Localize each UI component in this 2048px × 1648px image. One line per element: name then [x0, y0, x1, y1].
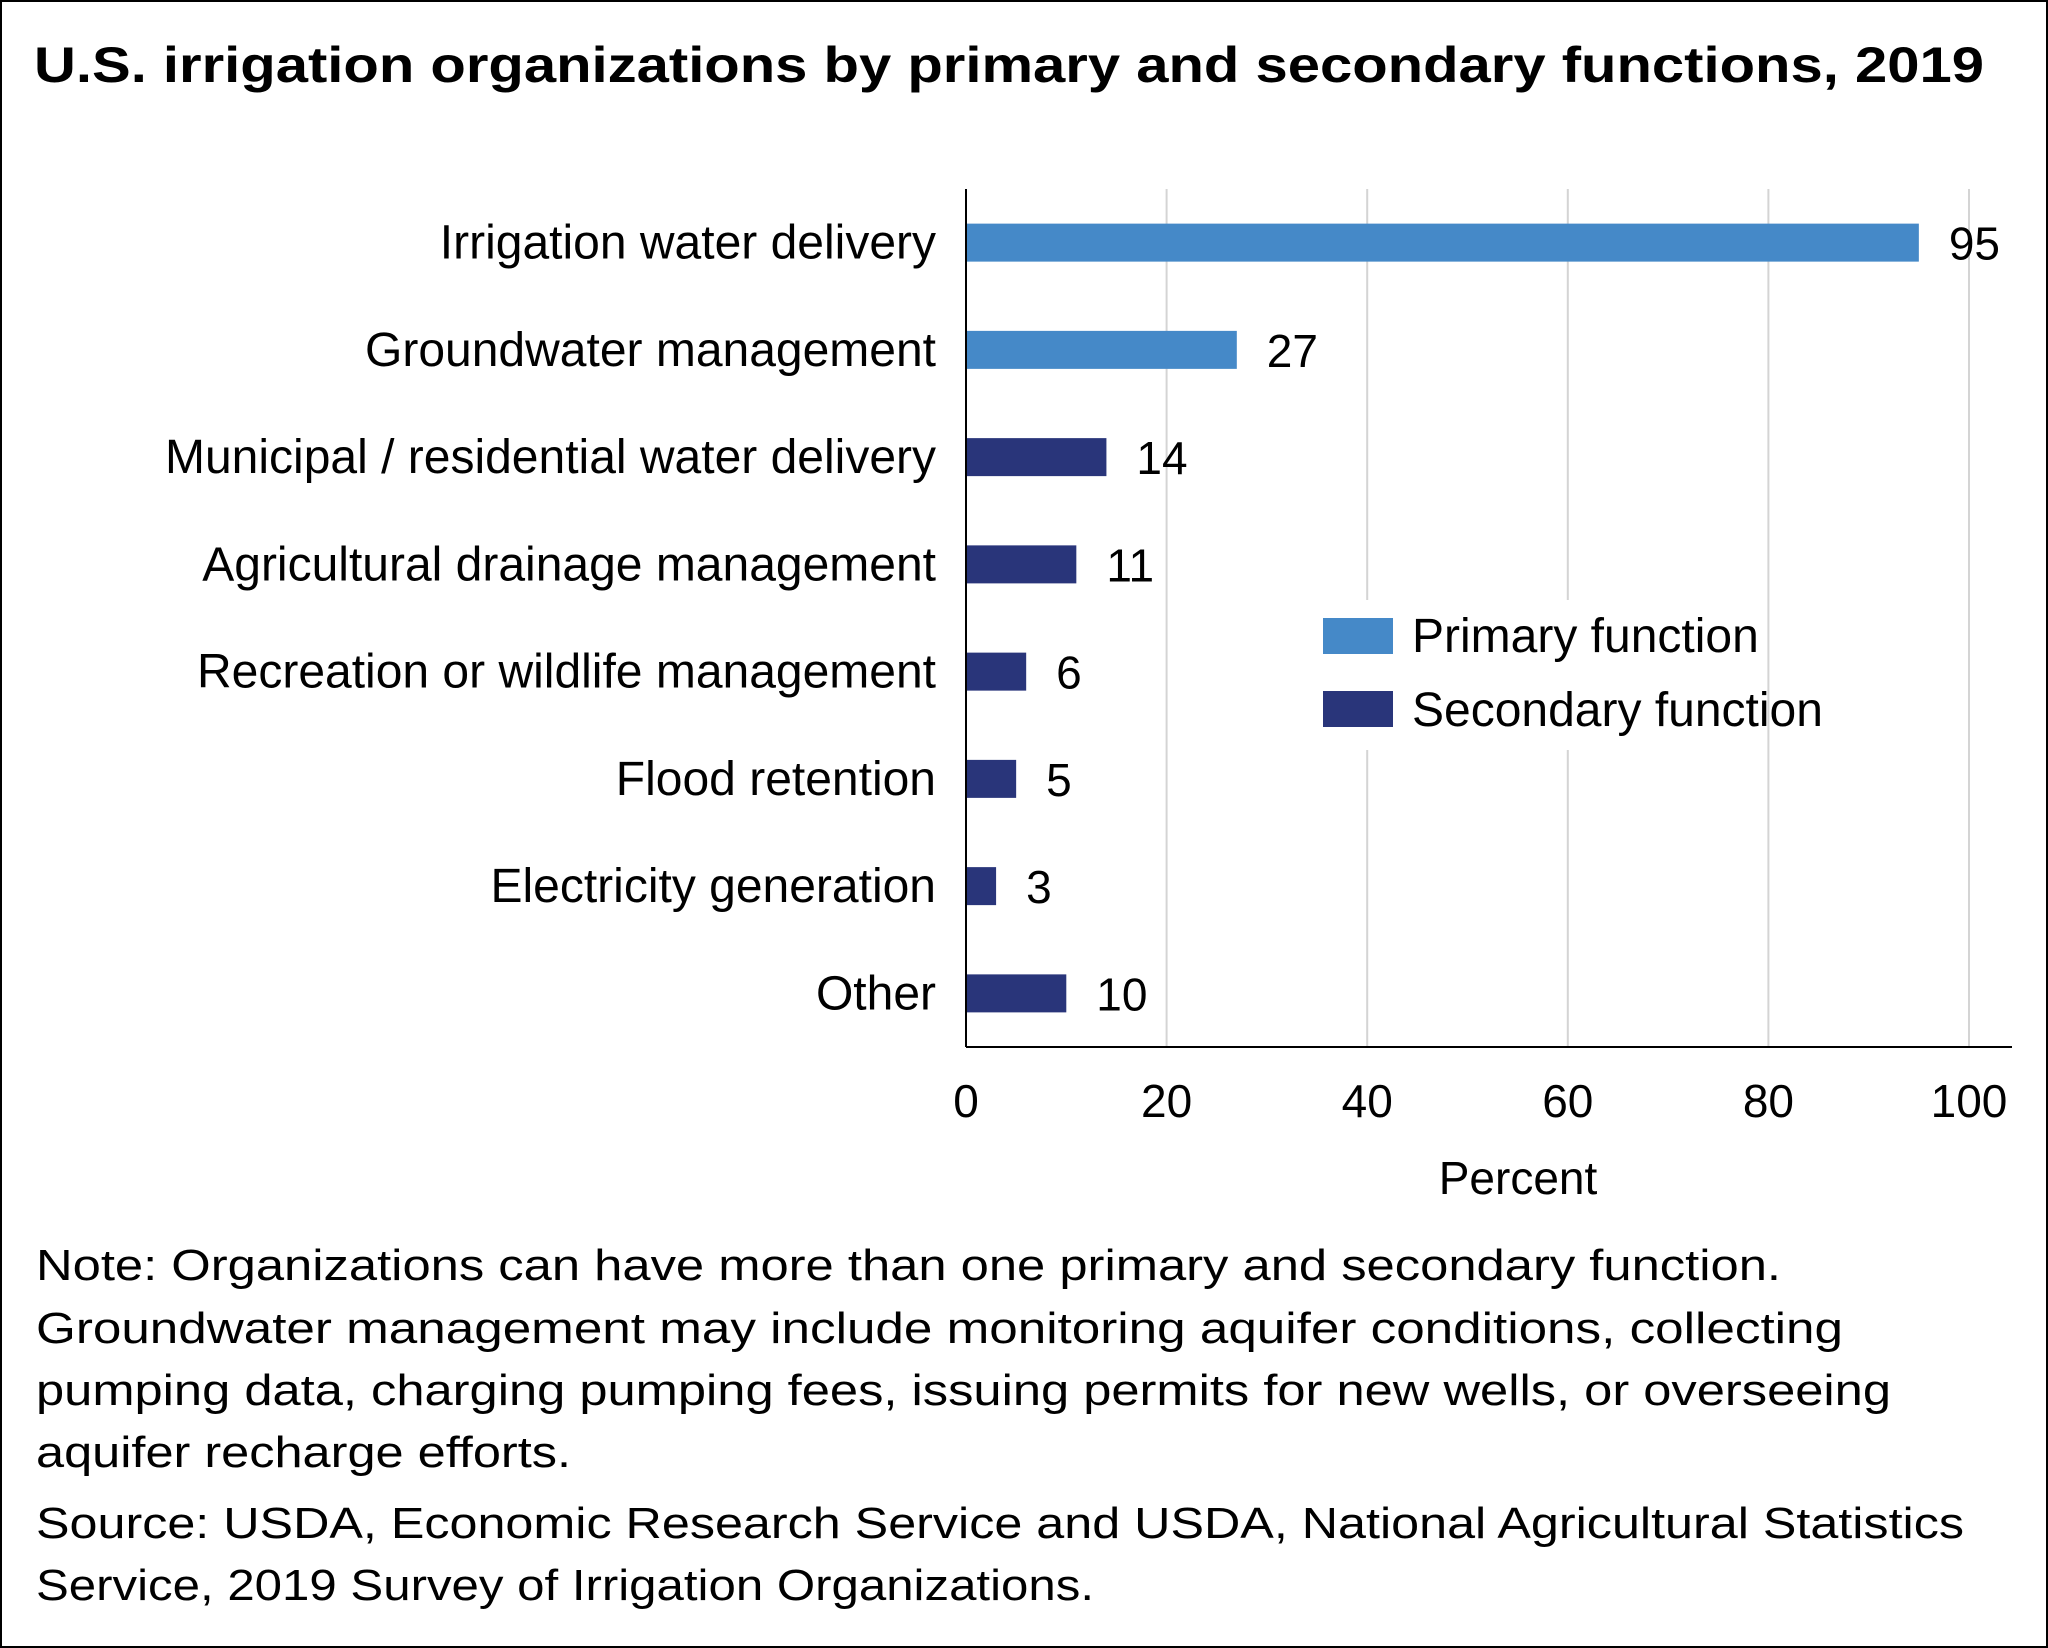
x-tick-label: 0	[953, 1075, 979, 1127]
bar	[966, 867, 997, 906]
category-label: Municipal / residential water delivery	[165, 431, 936, 484]
legend-swatch-secondary	[1323, 691, 1393, 727]
category-label: Irrigation water delivery	[440, 217, 936, 270]
legend-label-secondary: Secondary function	[1412, 684, 1823, 737]
value-label: 27	[1267, 325, 1318, 377]
legend-label-primary: Primary function	[1412, 610, 1759, 663]
x-tick-label: 40	[1342, 1075, 1393, 1127]
bar	[966, 759, 1017, 798]
source: Source: USDA, Economic Research Service …	[36, 1499, 1964, 1610]
category-labels: Irrigation water delivery Groundwater man…	[165, 217, 936, 1021]
x-axis-label: Percent	[1439, 1152, 1598, 1204]
category-label: Other	[816, 967, 936, 1020]
note-line: pumping data, charging pumping fees, iss…	[36, 1366, 1891, 1415]
value-label: 3	[1026, 861, 1052, 913]
x-tick-labels: 0 20 40 60 80 100	[953, 1075, 2007, 1127]
note-line: Note: Organizations can have more than o…	[36, 1241, 1781, 1290]
bar	[966, 652, 1027, 691]
bar	[966, 545, 1077, 584]
value-label: 10	[1096, 968, 1147, 1020]
x-tick-label: 60	[1542, 1075, 1593, 1127]
value-label: 6	[1056, 647, 1082, 699]
category-label: Recreation or wildlife management	[197, 646, 936, 699]
category-label: Agricultural drainage management	[202, 538, 936, 591]
note-line: Groundwater management may include monit…	[36, 1304, 1843, 1353]
source-line: Source: USDA, Economic Research Service …	[36, 1499, 1964, 1548]
chart-title: U.S. irrigation organizations by primary…	[34, 37, 1984, 93]
bar	[966, 438, 1107, 477]
legend-swatch-primary	[1323, 618, 1393, 654]
category-label: Flood retention	[616, 753, 936, 806]
note: Note: Organizations can have more than o…	[36, 1241, 1891, 1477]
value-label: 5	[1046, 754, 1072, 806]
value-label: 14	[1136, 432, 1187, 484]
bar	[966, 330, 1237, 369]
value-labels: 95 27 14 11 6 5 3 10	[1026, 218, 2000, 1021]
legend: Primary function Secondary function	[1300, 600, 1823, 750]
value-label: 11	[1106, 539, 1154, 591]
note-line: aquifer recharge efforts.	[36, 1428, 571, 1477]
category-label: Groundwater management	[365, 324, 936, 377]
source-line: Service, 2019 Survey of Irrigation Organ…	[36, 1561, 1094, 1610]
x-tick-label: 100	[1931, 1075, 2008, 1127]
bar	[966, 974, 1067, 1013]
x-tick-label: 20	[1141, 1075, 1192, 1127]
bar	[966, 223, 1919, 262]
bars	[966, 223, 1919, 1013]
category-label: Electricity generation	[490, 860, 936, 913]
value-label: 95	[1949, 218, 2000, 270]
x-tick-label: 80	[1743, 1075, 1794, 1127]
